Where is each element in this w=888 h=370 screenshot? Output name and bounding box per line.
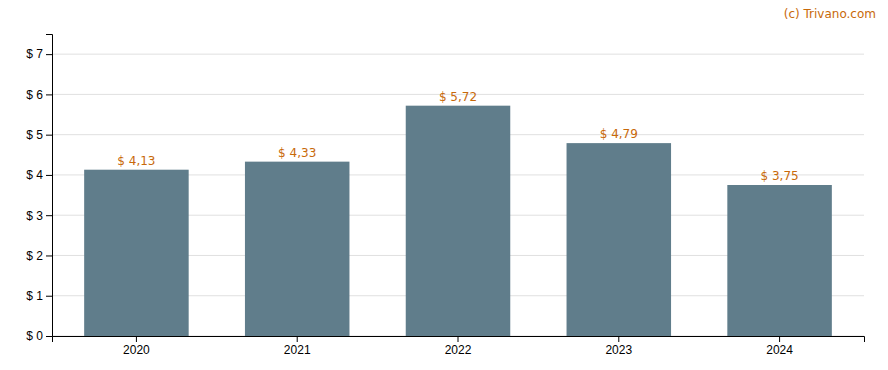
data-label: $ 3,75 <box>760 169 798 183</box>
y-tick-label: $ 1 <box>26 289 43 303</box>
x-axis-line <box>53 337 865 343</box>
bar <box>84 170 189 336</box>
y-tick: $ 0 <box>26 329 52 343</box>
x-tick: 2022 <box>445 336 472 357</box>
x-tick-label: 2022 <box>445 343 472 357</box>
watermark: (c) Trivano.com <box>784 7 876 21</box>
y-tick-mark <box>46 94 52 95</box>
data-label: $ 4,33 <box>278 146 316 160</box>
x-tick-label: 2023 <box>605 343 632 357</box>
y-tick-label: $ 0 <box>26 329 43 343</box>
x-tick-mark <box>458 336 459 342</box>
y-tick-mark <box>46 135 52 136</box>
x-tick-mark <box>618 336 619 342</box>
y-axis: $ 0 $ 1 $ 2 $ 3 $ 4 $ 5 $ 6 $ 7 <box>26 35 52 344</box>
x-tick-mark <box>779 336 780 342</box>
chart: $ 4,13$ 4,33$ 5,72$ 4,79$ 3,75$ 0$ 1$ 2$… <box>0 0 888 370</box>
data-label: $ 5,72 <box>439 90 477 104</box>
y-tick-label: $ 2 <box>26 249 43 263</box>
data-label: $ 4,13 <box>117 154 155 168</box>
bar <box>406 106 511 336</box>
annotations: (c) Trivano.com <box>784 7 876 21</box>
y-tick: $ 6 <box>26 88 52 102</box>
y-tick-mark <box>46 215 52 216</box>
grid <box>52 54 864 336</box>
y-tick-mark <box>46 296 52 297</box>
y-tick-label: $ 7 <box>26 47 43 61</box>
x-tick-mark <box>297 336 298 342</box>
x-tick-label: 2021 <box>284 343 311 357</box>
data-label: $ 4,79 <box>600 127 638 141</box>
plot: $ 4,13$ 4,33$ 5,72$ 4,79$ 3,75$ 0$ 1$ 2$… <box>26 35 864 357</box>
y-tick: $ 2 <box>26 249 52 263</box>
y-tick-label: $ 6 <box>26 88 43 102</box>
y-tick-label: $ 5 <box>26 128 43 142</box>
y-tick-mark <box>46 54 52 55</box>
y-axis-line <box>46 35 53 337</box>
x-axis: 2020 2021 2022 2023 2024 <box>53 336 865 357</box>
bar <box>245 162 350 336</box>
bar <box>567 143 672 336</box>
y-tick-mark <box>46 255 52 256</box>
y-tick: $ 1 <box>26 289 52 303</box>
y-tick: $ 5 <box>26 128 52 142</box>
x-tick: 2024 <box>766 336 793 357</box>
y-tick-mark <box>46 175 52 176</box>
x-tick: 2021 <box>284 336 311 357</box>
y-tick-mark <box>46 336 52 337</box>
y-tick: $ 7 <box>26 47 52 61</box>
bars <box>84 106 832 336</box>
data-labels: $ 4,13 $ 4,33 $ 5,72 $ 4,79 $ 3,75 <box>117 90 798 183</box>
x-tick: 2023 <box>605 336 632 357</box>
x-tick-label: 2024 <box>766 343 793 357</box>
y-tick: $ 4 <box>26 168 52 182</box>
bar <box>727 185 832 336</box>
x-tick-label: 2020 <box>123 343 150 357</box>
x-tick-mark <box>136 336 137 342</box>
grid-line <box>52 54 864 55</box>
y-tick-label: $ 4 <box>26 168 43 182</box>
y-tick: $ 3 <box>26 209 52 223</box>
x-tick: 2020 <box>123 336 150 357</box>
y-tick-label: $ 3 <box>26 209 43 223</box>
